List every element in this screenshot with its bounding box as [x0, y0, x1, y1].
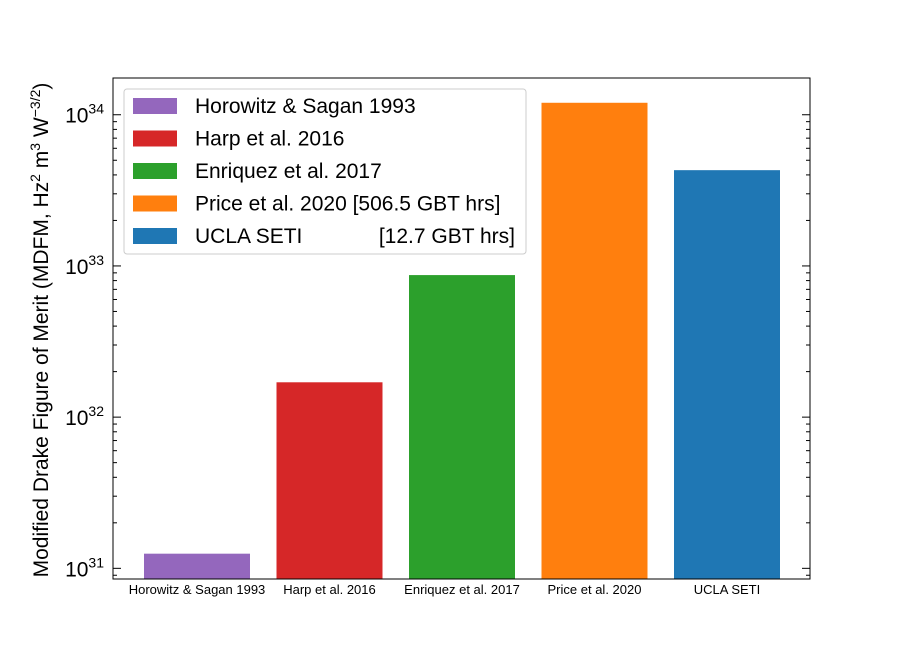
x-tick-label: Harp et al. 2016 — [283, 582, 376, 597]
y-axis-title: Modified Drake Figure of Merit (MDFM, Hz… — [27, 83, 53, 578]
legend-label: Horowitz & Sagan 1993 — [195, 95, 416, 118]
plot-frame — [112, 77, 811, 580]
y-tick-label: 1031 — [65, 554, 104, 581]
x-tick-label: Horowitz & Sagan 1993 — [129, 582, 266, 597]
bar — [144, 553, 250, 579]
legend-label-extra: [12.7 GBT hrs] — [379, 225, 515, 248]
legend: Horowitz & Sagan 1993 Harp et al. 2016 Enr… — [123, 88, 527, 255]
legend-swatch — [133, 163, 177, 179]
x-axis-tick-labels: Horowitz & Sagan 1993 Harp et al. 2016 Enr… — [129, 582, 761, 597]
x-tick-label: UCLA SETI — [694, 582, 760, 597]
bar — [409, 275, 515, 579]
legend-label: Harp et al. 2016 — [195, 128, 344, 151]
bar — [674, 170, 780, 579]
legend-label: UCLA SETI — [195, 225, 302, 248]
bars-group — [144, 102, 780, 579]
y-axis-ticks: 1031 1032 1033 1034 — [65, 101, 810, 581]
legend-swatch — [133, 195, 177, 212]
bar — [276, 382, 383, 579]
y-tick-label: 1032 — [65, 403, 104, 430]
legend-label: Enriquez et al. 2017 — [195, 160, 382, 183]
x-tick-label: Enriquez et al. 2017 — [404, 582, 520, 597]
legend-box — [123, 88, 527, 255]
bar — [541, 102, 648, 579]
y-tick-label: 1034 — [65, 101, 104, 128]
legend-label: Price et al. 2020 [506.5 GBT hrs] — [195, 193, 500, 216]
legend-swatch — [133, 130, 177, 147]
legend-swatch — [133, 98, 177, 114]
legend-swatch — [133, 228, 177, 244]
x-tick-label: Price et al. 2020 — [548, 582, 642, 597]
y-tick-label: 1033 — [65, 252, 104, 279]
